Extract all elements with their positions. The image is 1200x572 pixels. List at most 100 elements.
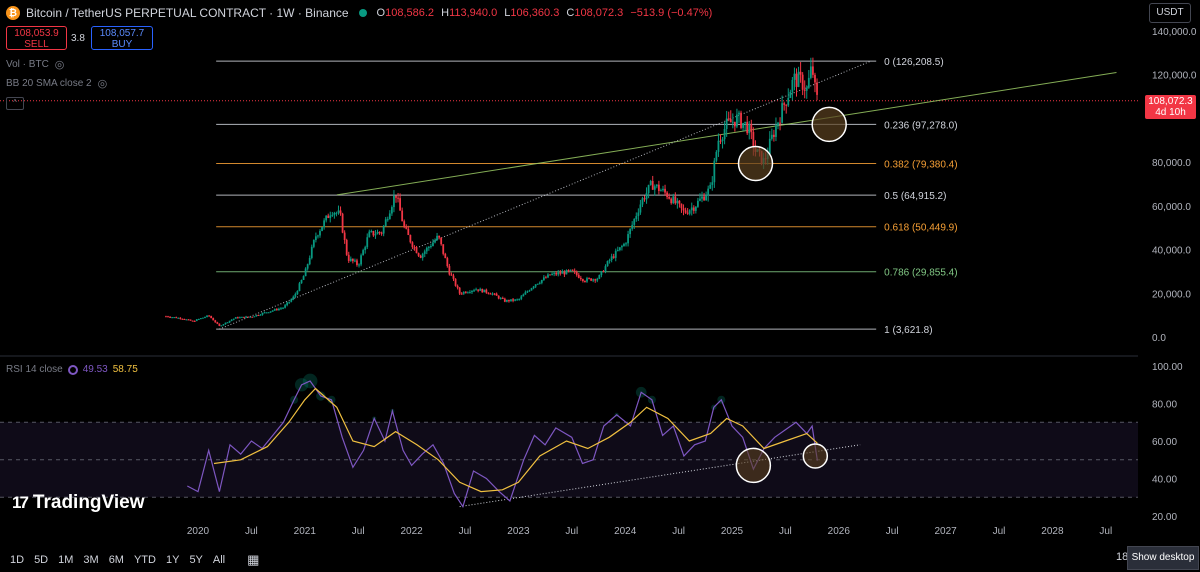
tradingview-logo: 17 TradingView — [12, 492, 145, 514]
calendar-icon[interactable]: ▦ — [247, 551, 260, 567]
candle-body — [212, 318, 215, 321]
range-1y[interactable]: 1Y — [165, 553, 180, 566]
candle-body — [456, 285, 459, 288]
candle-body — [450, 274, 453, 276]
candle-body — [653, 186, 656, 190]
candle-body — [471, 290, 473, 293]
range-5y[interactable]: 5Y — [189, 553, 203, 566]
currency-button[interactable]: USDT — [1149, 3, 1191, 23]
time-axis-tick: 2022 — [400, 526, 423, 537]
candle-body — [664, 188, 666, 193]
time-axis-tick: 2025 — [721, 526, 744, 537]
close-value: 108,072.3 — [574, 7, 624, 19]
candle-body — [775, 125, 777, 137]
candle-body — [520, 296, 523, 299]
candle-body — [596, 278, 599, 281]
candle-body — [793, 73, 796, 80]
range-ytd[interactable]: YTD — [133, 553, 156, 566]
candle-body — [308, 257, 311, 265]
candle-body — [655, 184, 658, 187]
collapse-indicators-button[interactable]: ^ — [6, 97, 24, 110]
bitcoin-icon: ₿ — [6, 6, 20, 20]
buy-button[interactable]: 108,057.7 BUY — [91, 26, 153, 50]
candle-body — [462, 291, 465, 294]
candle-body — [171, 317, 174, 319]
sell-label: SELL — [24, 39, 49, 50]
candle-body — [499, 297, 502, 299]
candle-body — [690, 207, 693, 211]
range-3m[interactable]: 3M — [83, 553, 99, 566]
candle-body — [608, 259, 611, 262]
candle-body — [466, 292, 469, 294]
candle-body — [177, 317, 180, 319]
candle-body — [641, 198, 644, 205]
range-all[interactable]: All — [212, 553, 226, 566]
symbol-title[interactable]: Bitcoin / TetherUS PERPETUAL CONTRACT · … — [26, 6, 349, 20]
range-5d[interactable]: 5D — [34, 553, 49, 566]
candle-body — [680, 203, 683, 209]
sell-button[interactable]: 108,053.9 SELL — [6, 26, 67, 50]
tradingview-logo-icon: 17 — [12, 493, 29, 512]
eye-hidden-icon[interactable]: ◎ — [97, 78, 108, 90]
candle-body — [245, 316, 247, 318]
candle-body — [789, 91, 792, 98]
candle-body — [522, 294, 525, 297]
candle-body — [337, 210, 340, 213]
candle-body — [503, 298, 506, 302]
candle-body — [719, 140, 722, 142]
candle-body — [559, 272, 562, 274]
candle-body — [193, 320, 196, 322]
candle-body — [319, 230, 321, 236]
candle-body — [508, 299, 510, 302]
candle-body — [604, 266, 607, 272]
candle-body — [181, 318, 184, 320]
candle-body — [347, 254, 350, 261]
candle-body — [165, 316, 167, 318]
price-axis-tick: 0.0 — [1152, 333, 1166, 344]
candle-body — [573, 270, 576, 272]
rsi-label-text: RSI 14 close — [6, 364, 63, 375]
settings-icon[interactable] — [67, 364, 78, 375]
buy-label: BUY — [111, 39, 133, 50]
candle-body — [551, 273, 553, 276]
candle-body — [210, 315, 213, 319]
rsi-indicator-label[interactable]: RSI 14 close 49.53 58.75 — [6, 364, 138, 375]
candle-body — [532, 286, 535, 289]
candle-body — [321, 227, 323, 231]
candle-body — [423, 251, 426, 254]
candle-body — [547, 274, 549, 278]
candle-body — [183, 319, 186, 321]
range-1d[interactable]: 1D — [10, 553, 25, 566]
candle-body — [280, 308, 282, 310]
candle-body — [645, 193, 648, 200]
candle-body — [701, 196, 703, 199]
high-key: H — [441, 7, 450, 19]
candle-body — [579, 277, 582, 280]
spread-value: 3.8 — [71, 33, 85, 44]
candle-body — [438, 235, 441, 238]
bb-indicator-label[interactable]: BB 20 SMA close 2 ◎ — [6, 77, 107, 90]
candle-body — [354, 260, 356, 262]
range-1m[interactable]: 1M — [58, 553, 74, 566]
range-toolbar: 1D 5D 1M 3M 6M YTD 1Y 5Y All ▦ — [0, 547, 1200, 572]
last-price-value: 108,072.3 — [1148, 96, 1193, 107]
candle-body — [674, 196, 677, 204]
candle-body — [220, 325, 223, 327]
range-6m[interactable]: 6M — [108, 553, 124, 566]
candle-body — [362, 250, 365, 256]
candle-body — [534, 284, 537, 287]
candle-body — [189, 319, 192, 321]
candle-body — [530, 288, 533, 291]
candle-body — [312, 239, 315, 247]
candle-body — [206, 315, 208, 318]
candle-body — [175, 317, 178, 319]
volume-indicator-label[interactable]: Vol · BTC ◎ — [6, 58, 64, 71]
time-axis-tick: Jul — [886, 526, 899, 537]
candle-body — [577, 274, 580, 278]
candle-body — [618, 247, 621, 251]
candle-body — [592, 279, 595, 281]
eye-hidden-icon[interactable]: ◎ — [54, 59, 65, 71]
candle-body — [524, 292, 527, 295]
candle-body — [204, 317, 206, 319]
